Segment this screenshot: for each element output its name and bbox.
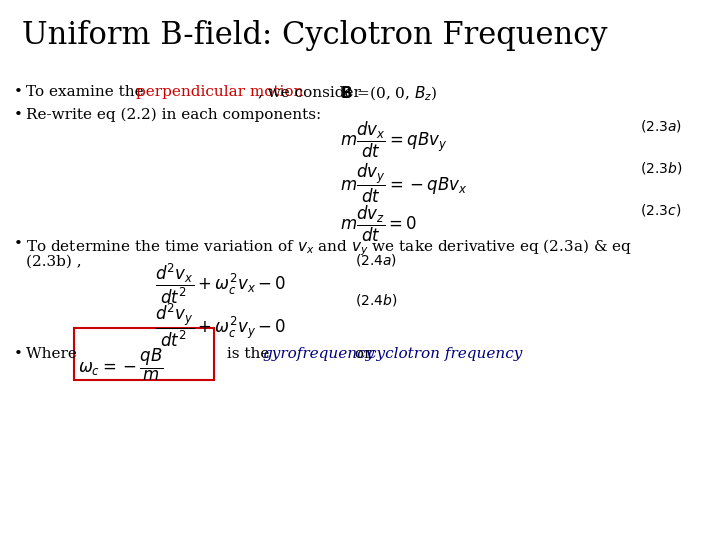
Text: cyclotron frequency: cyclotron frequency	[368, 347, 523, 361]
Text: To examine the: To examine the	[26, 85, 148, 99]
Text: or: or	[350, 347, 377, 361]
Text: $(2.3a)$: $(2.3a)$	[640, 118, 682, 134]
Text: $(2.3c)$: $(2.3c)$	[640, 202, 681, 218]
Text: $(2.4b)$: $(2.4b)$	[355, 292, 397, 308]
Text: $\omega_c = -\dfrac{qB}{m}$: $\omega_c = -\dfrac{qB}{m}$	[78, 347, 163, 383]
Text: =(0, 0, $B_z$): =(0, 0, $B_z$)	[352, 85, 438, 103]
Text: •: •	[14, 108, 23, 122]
Text: $m\dfrac{dv_x}{dt} = qBv_y$: $m\dfrac{dv_x}{dt} = qBv_y$	[340, 120, 447, 160]
Text: $m\dfrac{dv_z}{dt} = 0$: $m\dfrac{dv_z}{dt} = 0$	[340, 204, 417, 244]
Text: $\mathbf{B}$: $\mathbf{B}$	[340, 85, 353, 101]
Text: $\dfrac{d^2v_y}{dt^2} + \omega_c^2 v_y - 0$: $\dfrac{d^2v_y}{dt^2} + \omega_c^2 v_y -…	[155, 302, 287, 349]
Text: (2.3b) ,: (2.3b) ,	[26, 255, 81, 269]
Text: is the: is the	[222, 347, 274, 361]
Text: $(2.3b)$: $(2.3b)$	[640, 160, 683, 176]
Text: Re-write eq (2.2) in each components:: Re-write eq (2.2) in each components:	[26, 108, 321, 123]
Text: •: •	[14, 237, 23, 251]
Text: gyrofrequency: gyrofrequency	[262, 347, 374, 361]
Text: perpendicular motion: perpendicular motion	[136, 85, 303, 99]
Text: $(2.4a)$: $(2.4a)$	[355, 252, 397, 268]
Text: •: •	[14, 347, 23, 361]
Text: •: •	[14, 85, 23, 99]
Text: Where: Where	[26, 347, 82, 361]
Text: $\dfrac{d^2v_x}{dt^2} + \omega_c^2 v_x - 0$: $\dfrac{d^2v_x}{dt^2} + \omega_c^2 v_x -…	[155, 262, 287, 306]
Text: To determine the time variation of $v_x$ and $v_y$ we take derivative eq (2.3a) : To determine the time variation of $v_x$…	[26, 237, 632, 258]
Text: $m\dfrac{dv_y}{dt} = -qBv_x$: $m\dfrac{dv_y}{dt} = -qBv_x$	[340, 162, 468, 205]
Text: Uniform B-field: Cyclotron Frequency: Uniform B-field: Cyclotron Frequency	[22, 20, 608, 51]
Text: , we consider: , we consider	[258, 85, 366, 99]
